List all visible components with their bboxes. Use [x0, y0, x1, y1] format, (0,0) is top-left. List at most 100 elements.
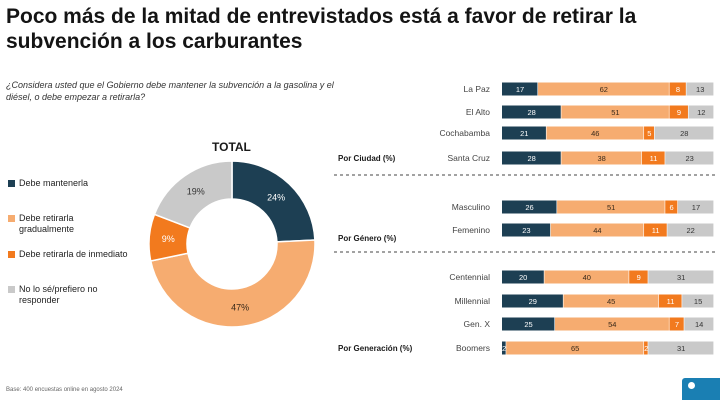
- bar-segment: [648, 341, 714, 355]
- bar-segment: [555, 317, 669, 331]
- bar-segment: [538, 82, 669, 96]
- row-label: La Paz: [464, 84, 490, 94]
- bar-value-label: 65: [571, 344, 579, 353]
- bar-value-label: 17: [692, 203, 700, 212]
- bar-value-label: 29: [529, 297, 537, 306]
- footer-note: Base: 400 encuestas online en agosto 202…: [6, 387, 123, 393]
- bar-value-label: 7: [675, 320, 679, 329]
- bar-segment: [544, 270, 629, 284]
- bar-value-label: 26: [525, 203, 533, 212]
- bar-value-label: 44: [593, 226, 601, 235]
- bar-segment: [561, 151, 642, 165]
- bar-segment: [654, 126, 714, 140]
- row-label: Centennial: [449, 272, 490, 282]
- bar-segment: [677, 200, 714, 214]
- bar-segment: [502, 317, 555, 331]
- bar-segment: [502, 200, 557, 214]
- bar-segment: [557, 200, 665, 214]
- bar-segment: [682, 294, 714, 308]
- donut-chart: 24% 47% 9% 19%: [148, 160, 316, 328]
- slice-label: 19%: [187, 186, 205, 196]
- bar-value-label: 40: [583, 273, 591, 282]
- bar-value-label: 2: [502, 344, 506, 353]
- row-label: Cochabamba: [439, 128, 490, 138]
- bar-segment: [502, 270, 544, 284]
- bar-segment: [644, 341, 648, 355]
- bar-value-label: 15: [694, 297, 702, 306]
- slice-label: 47%: [231, 302, 249, 312]
- bar-value-label: 51: [611, 108, 619, 117]
- bar-segment: [546, 126, 644, 140]
- bar-segment: [665, 200, 678, 214]
- bar-value-label: 5: [647, 129, 651, 138]
- row-label: El Alto: [466, 107, 490, 117]
- brand-logo: [682, 378, 720, 400]
- group-label: Por Ciudad (%): [338, 154, 396, 163]
- page-title: Poco más de la mitad de entrevistados es…: [6, 5, 637, 53]
- legend-label: No lo sé/prefiero no responder: [19, 284, 98, 305]
- bar-segment: [502, 82, 538, 96]
- bar-segment: [667, 223, 714, 237]
- survey-question: ¿Considera usted que el Gobierno debe ma…: [6, 80, 334, 102]
- bar-segment: [684, 317, 714, 331]
- bar-segment: [502, 341, 506, 355]
- row-label: Millennial: [455, 296, 491, 306]
- bar-value-label: 14: [695, 320, 703, 329]
- bar-segment: [665, 151, 714, 165]
- bar-segment: [502, 126, 546, 140]
- row-label: Femenino: [452, 225, 490, 235]
- bar-value-label: 38: [597, 154, 605, 163]
- bar-value-label: 45: [607, 297, 615, 306]
- legend-label: Debe retirarla gradualmente: [19, 213, 75, 234]
- bar-segment: [502, 151, 561, 165]
- bar-value-label: 22: [687, 226, 695, 235]
- bar-segment: [506, 341, 644, 355]
- bar-value-label: 8: [676, 85, 680, 94]
- bar-value-label: 11: [667, 297, 675, 306]
- bar-value-label: 62: [600, 85, 608, 94]
- group-label: Por Género (%): [338, 234, 397, 243]
- bar-value-label: 12: [697, 108, 705, 117]
- row-label: Masculino: [452, 202, 491, 212]
- bar-value-label: 9: [637, 273, 641, 282]
- bar-value-label: 31: [677, 273, 685, 282]
- bar-segment: [563, 294, 659, 308]
- bar-value-label: 25: [524, 320, 532, 329]
- bar-value-label: 23: [522, 226, 530, 235]
- bar-value-label: 2: [644, 344, 648, 353]
- bar-segment: [669, 105, 688, 119]
- bar-value-label: 11: [652, 226, 660, 235]
- bar-value-label: 31: [677, 344, 685, 353]
- legend-swatch: [8, 251, 15, 258]
- row-label: Gen. X: [464, 319, 491, 329]
- group-label: Por Generación (%): [338, 344, 413, 353]
- legend-label: Debe mantenerla: [19, 178, 89, 188]
- bar-value-label: 21: [520, 129, 528, 138]
- bar-value-label: 17: [516, 85, 524, 94]
- bar-segment: [502, 223, 551, 237]
- bar-value-label: 13: [696, 85, 704, 94]
- bar-segment: [686, 82, 714, 96]
- bar-segment: [688, 105, 714, 119]
- slice-nosabe: [153, 160, 233, 229]
- bar-value-label: 46: [591, 129, 599, 138]
- slice-gradual: [149, 239, 316, 328]
- bar-value-label: 6: [670, 203, 674, 212]
- bar-segment: [648, 270, 714, 284]
- bar-segment: [644, 126, 655, 140]
- bar-value-label: 51: [607, 203, 615, 212]
- logo-mark: [688, 382, 695, 389]
- bar-segment: [502, 294, 563, 308]
- slice-label: 24%: [267, 193, 285, 203]
- row-label: Santa Cruz: [447, 153, 490, 163]
- bar-segment: [644, 223, 667, 237]
- bar-value-label: 23: [685, 154, 693, 163]
- legend-swatch: [8, 286, 15, 293]
- bar-segment: [550, 223, 644, 237]
- legend-swatch: [8, 180, 15, 187]
- bar-value-label: 54: [608, 320, 616, 329]
- bar-value-label: 28: [528, 154, 536, 163]
- donut-title: TOTAL: [212, 140, 251, 154]
- bar-segment: [502, 105, 561, 119]
